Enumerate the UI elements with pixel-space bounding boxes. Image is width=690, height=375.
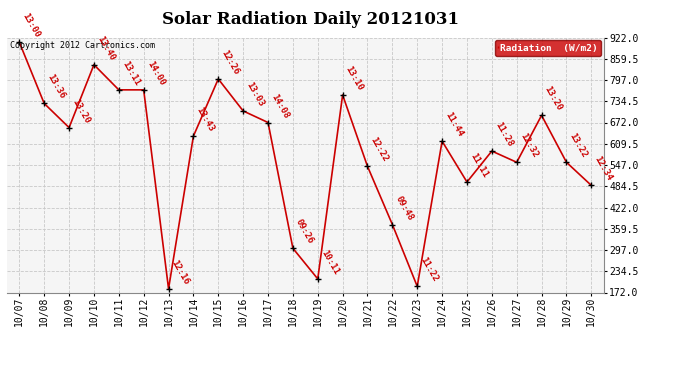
Text: 13:20: 13:20 [70,97,92,125]
Text: 13:40: 13:40 [95,34,117,62]
Text: 12:22: 12:22 [368,136,390,164]
Text: 12:34: 12:34 [593,155,614,183]
Text: Copyright 2012 Cartronics.com: Copyright 2012 Cartronics.com [10,41,155,50]
Text: 10:11: 10:11 [319,248,340,276]
Text: 14:00: 14:00 [145,59,166,87]
Text: 11:44: 11:44 [444,111,464,138]
Text: 11:28: 11:28 [493,121,514,148]
Text: 12:26: 12:26 [219,48,241,76]
Text: 13:10: 13:10 [344,64,365,92]
Text: 12:32: 12:32 [518,132,539,159]
Text: 13:36: 13:36 [46,73,67,101]
Text: 13:43: 13:43 [195,106,216,134]
Text: 11:22: 11:22 [418,256,440,284]
Text: 12:16: 12:16 [170,258,191,286]
Text: 13:03: 13:03 [244,81,266,108]
Legend: Radiation  (W/m2): Radiation (W/m2) [495,40,601,56]
Text: 13:20: 13:20 [543,85,564,112]
Text: 09:26: 09:26 [294,218,315,246]
Text: 13:22: 13:22 [568,132,589,159]
Text: 11:11: 11:11 [469,152,489,179]
Text: 13:11: 13:11 [120,59,141,87]
Text: 14:08: 14:08 [269,92,290,120]
Text: Solar Radiation Daily 20121031: Solar Radiation Daily 20121031 [162,11,459,28]
Text: 13:00: 13:00 [21,12,42,39]
Text: 09:48: 09:48 [393,194,415,222]
